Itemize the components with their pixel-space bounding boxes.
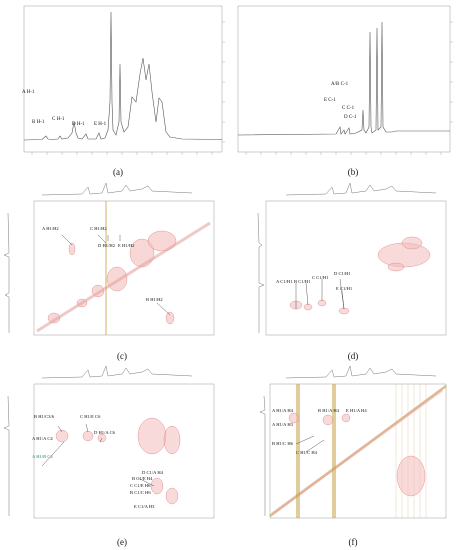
- peak-label: A/B C-1: [331, 82, 349, 87]
- cross-peak-label: B C1/C H6: [130, 490, 151, 495]
- panel-label: (b): [347, 167, 359, 177]
- peak-label: E C-1: [324, 98, 336, 103]
- panel-b-spectrum: [237, 5, 453, 155]
- peak-label: A H-1: [22, 90, 35, 95]
- cross-peak-label: B H1/C3/6: [34, 414, 55, 419]
- cross-peak-label: A H1/A H4: [272, 408, 293, 413]
- panel-d: A C1/H1 B C1/H1 C C1/H1 D C1/H1 E C1/H1 …: [236, 182, 470, 363]
- panel-label: (e): [117, 537, 127, 547]
- peak-label: B H-1: [32, 120, 45, 125]
- cross-peak-label: E H1/A H4: [346, 408, 367, 413]
- cross-peak-label: B H1/A H4: [318, 408, 339, 413]
- cross-peak-label: C C1/H1: [312, 275, 329, 280]
- cross-peak-label: E C1/H1: [336, 286, 353, 291]
- panel-label: (a): [113, 167, 123, 177]
- panel-label: (c): [117, 351, 127, 361]
- panel-a-spectrum: [23, 5, 225, 155]
- panel-f: A H1/A H4 B H1/A H4 E H1/A H4 A H1/A H3 …: [236, 365, 470, 550]
- cross-peak-label: A H1/B C4: [32, 454, 53, 459]
- cross-peak-label: C H1/E C6: [80, 414, 101, 419]
- cross-peak-label: C C1/E H6: [130, 483, 151, 488]
- cross-peak-label: D C1/H1: [334, 271, 351, 276]
- panel-d-hsqc: [257, 182, 447, 336]
- cross-peak-label: B C1/H1: [294, 279, 311, 284]
- peak-label: C H-1: [52, 117, 65, 122]
- panel-b: A/B C-1 E C-1 C C-1 D C-1 (b): [236, 2, 470, 180]
- cross-peak-label: C H1/C H4: [296, 450, 317, 455]
- panel-e-hmbc: [3, 365, 215, 519]
- peak-label: D H-1: [72, 122, 85, 127]
- peak-label: C C-1: [342, 106, 355, 111]
- panel-e: B H1/C3/6 C H1/E C6 A H1/A C4 A H1/B C4 …: [2, 365, 234, 550]
- cross-peak-label: B C1/E H4: [132, 476, 153, 481]
- panel-c-cosy: [3, 182, 215, 336]
- cross-peak-label: A H1/H2: [42, 226, 59, 231]
- cross-peak-label: B H1/H2: [146, 297, 163, 302]
- panel-c: A H1/H2 C H1/H2 D H1/H2 E H1/H2 B H1/H2 …: [2, 182, 234, 363]
- peak-label: D C-1: [344, 115, 357, 120]
- cross-peak-label: A C1/H1: [276, 279, 293, 284]
- panel-a: A H-1 B H-1 C H-1 D H-1 E H-1 (a): [2, 2, 234, 180]
- panel-label: (d): [347, 351, 359, 361]
- peak-label: E H-1: [94, 122, 107, 127]
- cross-peak-label: C H1/H2: [90, 226, 107, 231]
- cross-peak-label: E C1/A H3: [134, 504, 155, 509]
- cross-peak-label: A H1/A C4: [32, 436, 53, 441]
- cross-peak-label: D H1/A C6: [94, 430, 115, 435]
- cross-peak-label: E H1/H2: [118, 243, 135, 248]
- cross-peak-label: D C1/A H4: [142, 470, 163, 475]
- cross-peak-label: A H1/A H3: [272, 422, 293, 427]
- cross-peak-label: D H1/H2: [98, 243, 115, 248]
- panel-label: (f): [348, 537, 358, 547]
- panel-f-noesy: [259, 365, 447, 519]
- cross-peak-label: B H1/C H6: [272, 441, 293, 446]
